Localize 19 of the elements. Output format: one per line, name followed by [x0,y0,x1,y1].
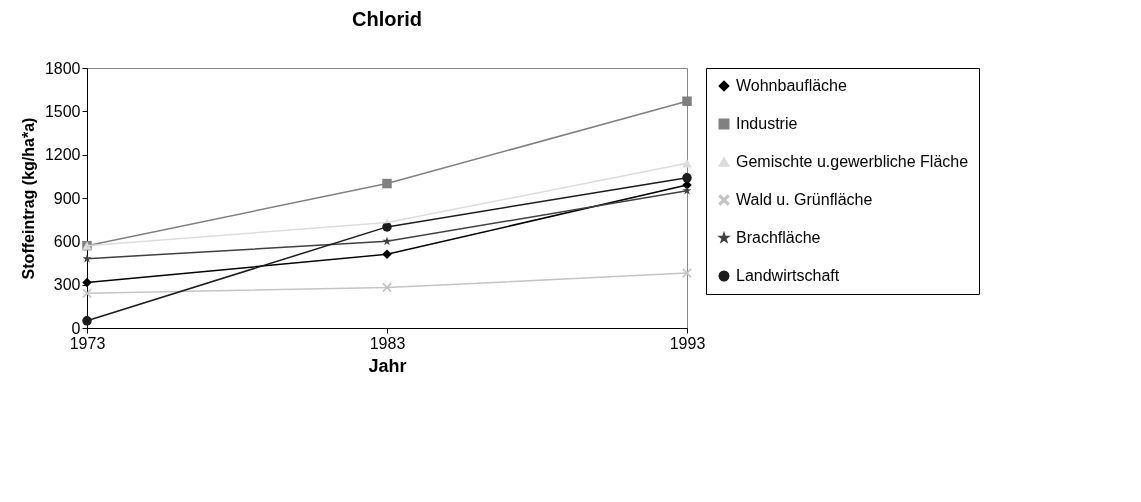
x-tick-label: 1983 [369,334,406,352]
legend-label: Industrie [736,115,798,132]
legend-label: Landwirtschaft [736,267,840,284]
x-tick-label: 1993 [669,334,706,352]
y-tick-label: 300 [53,276,81,294]
x-tick-label: 1973 [69,334,106,352]
legend-label: Wald u. Grünfläche [736,191,873,208]
y-tick-label: 0 [71,319,81,337]
y-tick-label: 1200 [44,146,81,164]
y-tick-label: 600 [53,232,81,250]
legend-label: Brachfläche [736,229,821,246]
y-tick-label: 1500 [44,102,81,120]
y-tick-label: 900 [53,189,81,207]
y-axis-title: Stoffeintrag (kg/ha*a) [19,117,37,280]
y-tick-label: 1800 [44,59,81,77]
x-axis-title: Jahr [368,355,407,376]
chart-title: Chlorid [352,8,422,30]
legend-label: Gemischte u.gewerbliche Fläche [736,153,969,170]
legend-label: Wohnbaufläche [736,77,847,94]
